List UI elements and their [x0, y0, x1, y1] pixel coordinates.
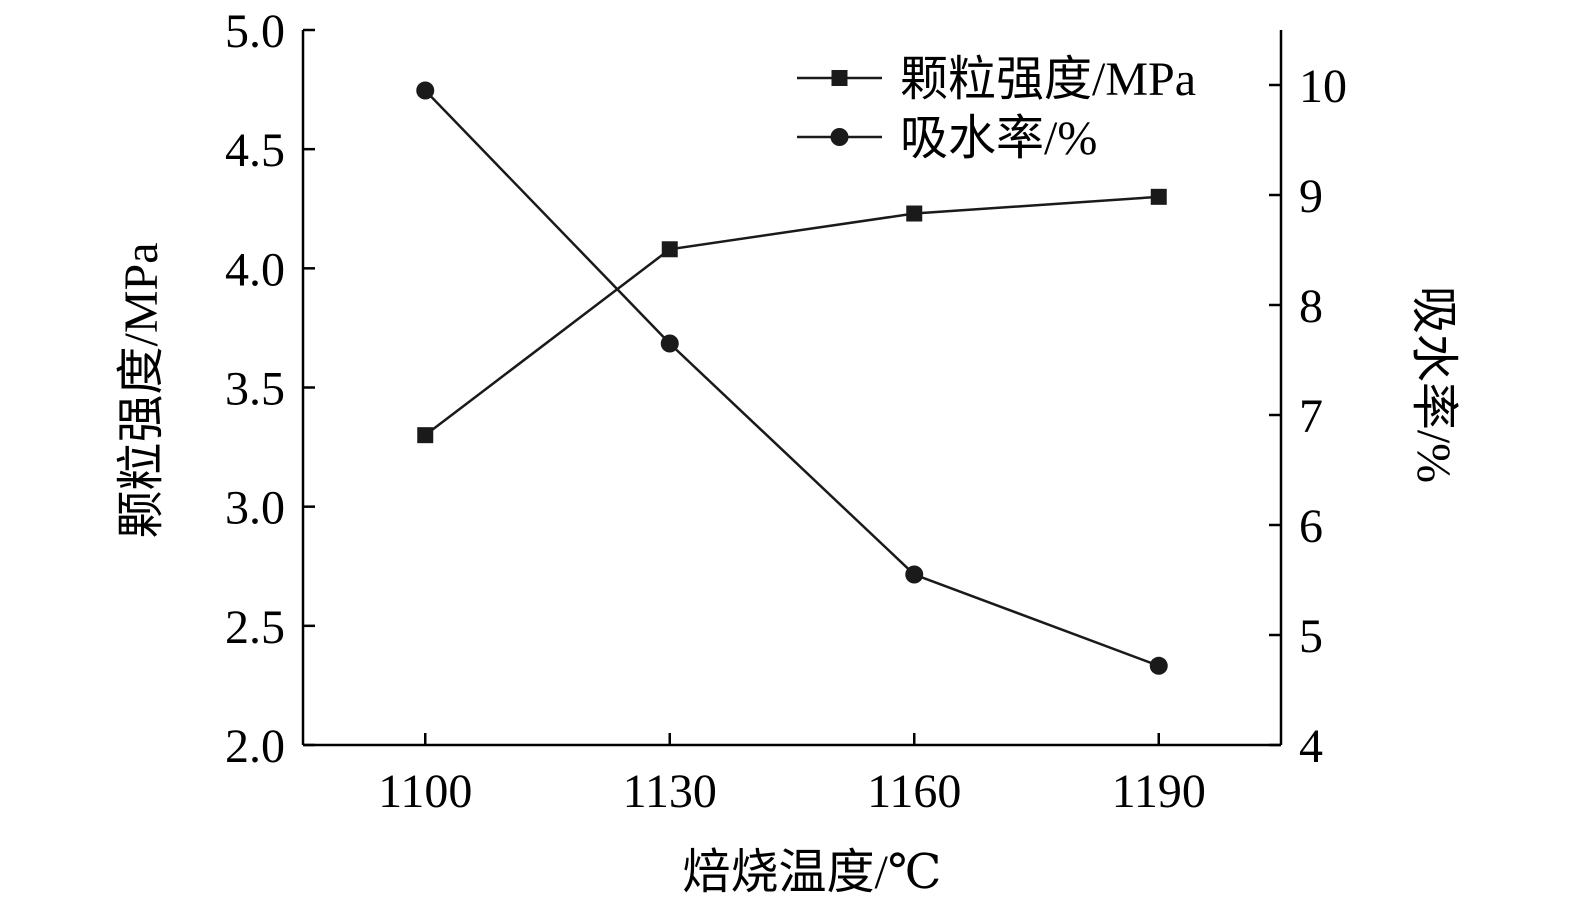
x-tick-label: 1130 — [623, 765, 717, 818]
legend-label: 吸水率/% — [900, 112, 1097, 165]
left-y-tick-label: 2.0 — [225, 720, 285, 773]
x-tick-label: 1190 — [1112, 765, 1206, 818]
left-y-tick-label: 4.5 — [225, 124, 285, 177]
legend-label: 颗粒强度/MPa — [900, 53, 1196, 106]
right-y-tick-label: 9 — [1299, 170, 1323, 223]
series-line-1 — [424, 195, 1159, 437]
right-y-tick-label: 4 — [1299, 720, 1323, 773]
x-tick-label: 1100 — [378, 765, 472, 818]
series-marker-square — [906, 205, 923, 222]
left-axis-title: 颗粒强度/MPa — [115, 242, 168, 538]
series-marker-circle — [905, 565, 924, 584]
right-y-tick-label: 5 — [1299, 610, 1323, 663]
legend-circle-marker — [830, 128, 849, 146]
left-y-tick-label: 3.0 — [225, 482, 285, 535]
series-marker-square — [417, 427, 434, 444]
x-tick-label: 1160 — [867, 765, 961, 818]
right-y-tick-label: 10 — [1299, 60, 1347, 113]
series-marker-circle — [416, 81, 435, 100]
legend: 颗粒强度/MPa 吸水率/% — [797, 53, 1196, 165]
left-y-tick-label: 3.5 — [225, 363, 285, 416]
x-axis-title: 焙烧温度/℃ — [682, 846, 941, 899]
series-marker-square — [1150, 188, 1167, 205]
legend-square-marker — [831, 70, 848, 86]
left-y-tick-label: 4.0 — [225, 243, 285, 296]
left-y-tick-label: 2.5 — [225, 601, 285, 654]
series-line-2 — [424, 89, 1160, 667]
series-marker-circle — [1149, 656, 1168, 675]
right-y-tick-label: 8 — [1299, 280, 1323, 333]
series-marker-square — [661, 241, 678, 258]
left-y-tick-label: 5.0 — [225, 5, 285, 58]
right-y-tick-label: 6 — [1299, 500, 1323, 553]
series-marker-circle — [660, 334, 679, 353]
series-layer — [416, 81, 1168, 675]
right-y-tick-label: 7 — [1299, 390, 1323, 443]
axes-layer: 1100 1130 1160 1190 2.0 2.5 3.0 3.5 4.0 4.5 5.0 4 5 6… — [225, 5, 1347, 818]
right-axis-title: 吸水率/% — [1407, 286, 1460, 483]
